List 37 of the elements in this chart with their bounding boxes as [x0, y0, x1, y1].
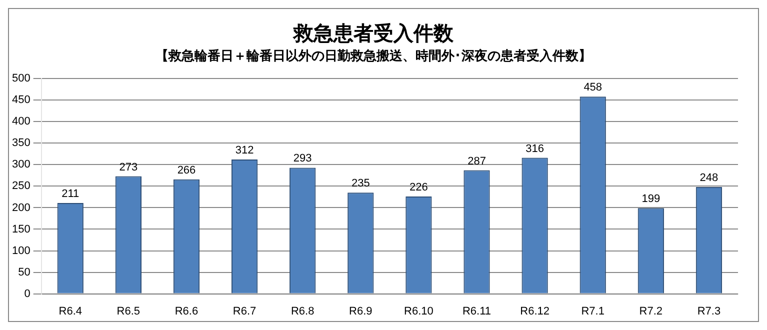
- chart-subtitle: 【救急輪番日＋輪番日以外の日勤救急搬送、時間外･深夜の患者受入件数】: [156, 48, 592, 64]
- y-tick-label: 200: [12, 202, 30, 214]
- y-tick-label: 50: [18, 266, 30, 278]
- x-tick-label: R7.1: [581, 305, 604, 318]
- chart-title: 救急患者受入件数: [292, 21, 454, 46]
- data-label: 226: [410, 182, 428, 194]
- y-tick-label: 400: [12, 116, 30, 128]
- x-tick-label: R6.5: [116, 305, 140, 318]
- y-tick-label: 450: [12, 94, 30, 106]
- x-tick-label: R6.6: [174, 305, 198, 318]
- data-label: 458: [584, 82, 602, 94]
- y-tick-label: 150: [12, 223, 30, 236]
- data-label: 235: [351, 178, 370, 190]
- y-tick-label: 500: [12, 72, 30, 85]
- data-label: 312: [235, 144, 254, 157]
- y-tick-label: 100: [12, 244, 30, 257]
- y-tick-label: 350: [12, 137, 30, 150]
- x-tick-label: R6.9: [349, 305, 372, 318]
- y-tick-label: 250: [12, 180, 30, 192]
- data-label: 248: [700, 172, 718, 184]
- data-label: 199: [642, 193, 660, 206]
- x-tick-label: R6.7: [232, 305, 256, 318]
- x-tick-label: R6.10: [404, 305, 434, 318]
- data-label: 211: [62, 188, 80, 200]
- x-tick-label: R6.11: [462, 305, 492, 318]
- data-label: 266: [177, 164, 196, 176]
- y-tick-label: 0: [24, 288, 30, 300]
- y-tick-label: 300: [12, 158, 30, 171]
- x-tick-label: R7.3: [697, 305, 721, 318]
- x-tick-label: R6.8: [290, 305, 314, 318]
- data-label: 316: [526, 142, 544, 155]
- data-label: 273: [119, 161, 138, 174]
- x-tick-label: R6.4: [58, 305, 82, 318]
- data-label: 287: [468, 155, 486, 168]
- data-label: 293: [293, 152, 312, 165]
- x-tick-label: R6.12: [520, 305, 550, 318]
- x-tick-label: R7.2: [639, 305, 663, 318]
